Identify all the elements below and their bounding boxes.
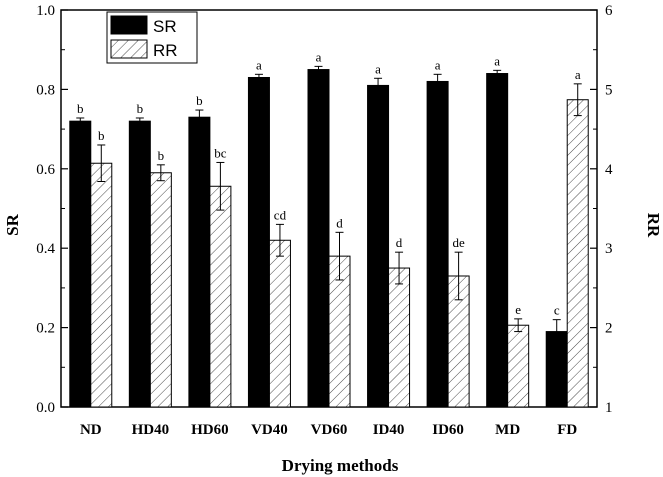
x-tick-label: HD40	[132, 422, 170, 438]
y-tick-label-right: 5	[605, 82, 613, 98]
significance-label-rr: bc	[214, 145, 227, 160]
significance-label-sr: a	[494, 53, 500, 68]
significance-label-rr: d	[336, 215, 343, 230]
y-tick-label-right: 2	[605, 321, 613, 337]
significance-label-rr: b	[98, 128, 105, 143]
legend-swatch-rr	[110, 39, 148, 59]
y-tick-label-left: 0.4	[36, 241, 55, 257]
x-axis-title: Drying methods	[282, 456, 399, 475]
x-tick-label: ND	[80, 422, 102, 438]
legend-swatch-sr	[110, 15, 148, 35]
significance-label-sr: a	[435, 57, 441, 72]
y-tick-label-right: 6	[605, 3, 613, 19]
legend-label-sr: SR	[153, 17, 177, 36]
significance-label-rr: cd	[274, 207, 287, 222]
significance-label-rr: d	[396, 235, 403, 250]
significance-label-rr: b	[158, 148, 165, 163]
y-tick-label-left: 0.0	[36, 400, 55, 416]
bar-rr	[388, 267, 411, 408]
bar-sr	[426, 80, 449, 408]
significance-label-sr: a	[316, 49, 322, 64]
x-tick-label: FD	[557, 422, 577, 438]
x-tick-label: VD40	[251, 422, 288, 438]
significance-label-sr: c	[554, 303, 560, 318]
bar-rr	[566, 99, 589, 408]
x-tick-label: ID60	[432, 422, 464, 438]
significance-label-rr: a	[575, 67, 581, 82]
significance-label-sr: b	[196, 93, 203, 108]
y-tick-label-left: 1.0	[36, 3, 55, 19]
bar-sr	[69, 120, 92, 408]
bar-sr	[307, 69, 330, 408]
y-tick-label-left: 0.8	[36, 82, 55, 98]
legend-label-rr: RR	[153, 41, 178, 60]
bar-rr	[268, 239, 291, 408]
bar-sr	[367, 84, 390, 408]
bar-rr	[90, 162, 113, 408]
significance-label-rr: de	[452, 235, 465, 250]
y-tick-label-left: 0.6	[36, 162, 55, 178]
x-tick-label: MD	[495, 422, 520, 438]
y-axis-title-right: RR	[644, 213, 663, 238]
significance-label-rr: e	[515, 302, 521, 317]
legend: SR RR	[106, 11, 198, 64]
significance-label-sr: b	[137, 101, 144, 116]
bar-rr	[209, 185, 232, 408]
bar-sr	[486, 73, 509, 408]
significance-label-sr: a	[375, 61, 381, 76]
bar-sr	[545, 331, 568, 408]
significance-label-sr: a	[256, 57, 262, 72]
x-tick-label: VD60	[311, 422, 348, 438]
bar-rr	[149, 172, 172, 408]
y-tick-label-right: 3	[605, 241, 613, 257]
bar-sr	[188, 116, 211, 408]
x-tick-label: HD60	[191, 422, 229, 438]
y-tick-label-right: 1	[605, 400, 613, 416]
bar-sr	[247, 76, 270, 408]
bar-sr	[128, 120, 151, 408]
y-tick-label-right: 4	[605, 162, 613, 178]
y-tick-label-left: 0.2	[36, 321, 55, 337]
significance-label-sr: b	[77, 101, 84, 116]
x-tick-label: ID40	[373, 422, 405, 438]
bar-rr	[507, 324, 530, 408]
plot-area: 0.00.20.40.60.81.0123456NDbbHD40bbHD60bb…	[36, 3, 613, 438]
y-axis-title-left: SR	[3, 213, 22, 235]
